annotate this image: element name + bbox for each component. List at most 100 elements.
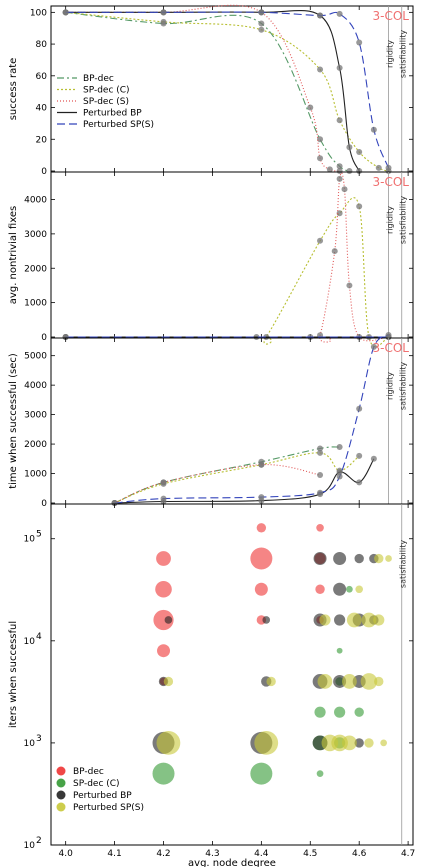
scatter-point [334,706,346,718]
y-tick-label: 5000 [24,352,47,362]
reference-line-label: rigidity [386,206,395,234]
scatter-point [155,580,172,598]
y-tick-label: 4000 [24,196,47,206]
data-point [336,473,343,480]
x-tick-label: 4.6 [352,849,367,859]
data-point [336,444,343,451]
y-tick-label: 2000 [24,440,47,450]
data-point [370,455,377,462]
data-point [356,203,363,210]
legend-label: Perturbed SP(S) [83,120,154,130]
scatter-point [250,547,273,570]
data-point [317,12,324,19]
y-axis-label: time when successful (sec) [8,353,19,489]
y-tick-label: 10 [24,841,36,851]
y-tick-label: 80 [36,40,48,50]
data-point [160,495,167,502]
legend-swatch [56,778,66,788]
y-tick-label: 0 [41,499,47,509]
y-tick-label: 10 [24,535,36,545]
scatter-point [157,644,171,658]
panel-nontrivial-fixes: 0 1000 2000 3000 4000 avg. nontrivial fixes ri… [8,171,414,348]
x-tick-label: 4.2 [156,849,170,859]
y-tick-label: 0 [41,167,47,177]
data-point [317,489,324,496]
scatter-point [355,585,363,594]
data-point [317,449,324,456]
scatter-point [163,676,174,687]
scatter-point [374,676,384,687]
y-tick-label: 0 [41,333,47,343]
data-point [385,332,392,339]
scatter-point [374,553,384,564]
data-point [356,479,363,486]
scatter-point [336,647,343,654]
data-point [346,144,353,151]
data-point [336,168,343,174]
x-tick-label: 4.5 [303,849,317,859]
scatter-point [354,738,364,748]
legend-label: Perturbed BP [73,791,132,801]
reference-line-label: satisfiability [399,30,408,78]
y-tick-label: 3000 [24,411,47,421]
scatter-point [152,762,175,785]
data-point [317,237,324,244]
series-line [114,446,340,504]
x-tick-label: 4.4 [254,849,269,859]
scatter-point [316,523,324,532]
data-point [336,469,343,476]
data-point [258,20,265,27]
data-point [356,452,363,459]
data-point [356,39,363,46]
data-point [356,148,363,155]
y-axis-label: iters when successful [8,621,19,728]
x-tick-label: 4.7 [401,849,415,859]
data-point [258,9,265,16]
data-point [336,210,343,217]
y-tick-exponent: 4 [36,632,42,642]
legend-label: BP-dec [83,74,114,84]
data-point [356,405,363,412]
data-point [317,472,324,479]
y-axis-label: avg. nontrivial fixes [8,206,19,304]
legend-swatch [56,802,66,812]
data-point [336,163,343,170]
scatter-point [153,609,174,631]
scatter-point [317,674,333,689]
data-point [375,164,382,171]
data-point [62,9,69,16]
scatter-point [313,552,327,566]
scatter-point [354,553,364,564]
scatter-point [319,614,331,626]
data-point [341,186,348,193]
scatter-point [380,739,387,747]
axes-frame [50,503,414,846]
y-tick-exponent: 5 [36,530,42,540]
panel-time-when-successful: 0 1000 2000 3000 4000 5000 time when successfu… [8,332,414,509]
data-point [258,26,265,33]
scatter-point [346,585,353,593]
series-line [65,172,389,343]
scatter-point [334,614,346,626]
data-point [258,494,265,501]
scatter-point [156,731,181,755]
axes-frame [50,337,414,505]
x-tick-label: 4.1 [107,849,121,859]
legend-label: BP-dec [73,767,104,777]
data-point [317,445,324,452]
x-axis-label: avg. node degree [188,858,276,867]
scatter-point [364,738,374,748]
scatter-point [156,551,171,566]
scatter-point [360,673,378,690]
scatter-point [361,612,377,628]
data-point [370,343,377,350]
y-tick-label: 10 [24,739,36,749]
legend-label: SP-dec (C) [73,779,120,789]
scatter-point [266,676,276,687]
data-point [331,248,338,255]
data-point [160,18,167,25]
data-point [336,117,343,124]
reference-line-label: satisfiability [399,196,408,244]
y-tick-label: 100 [30,8,47,18]
